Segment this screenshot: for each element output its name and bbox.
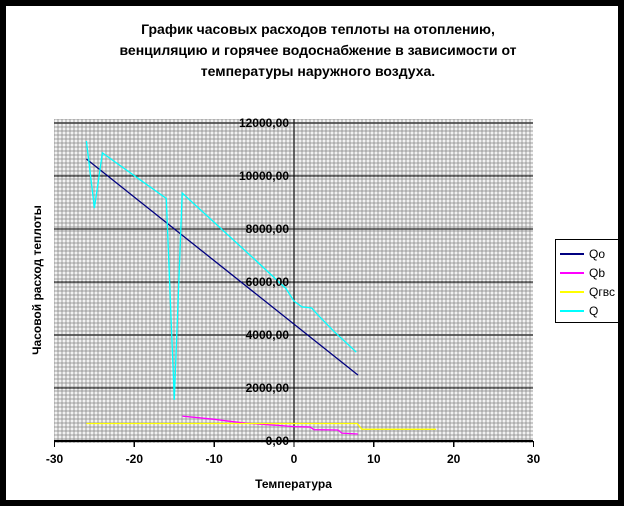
series-line-Q bbox=[85, 140, 357, 400]
y-tick-label: 12000,00 bbox=[239, 116, 289, 130]
x-tick-label: -20 bbox=[126, 452, 144, 466]
x-tick-label: -30 bbox=[46, 452, 64, 466]
x-tick-label: 10 bbox=[367, 452, 381, 466]
x-tick-label: 0 bbox=[291, 452, 298, 466]
legend-item-qo: Qo bbox=[556, 244, 618, 263]
legend: Qo Qb Qгвс Q bbox=[555, 239, 618, 323]
legend-item-q: Q bbox=[556, 301, 618, 320]
chart-title: График часовых расходов теплоты на отопл… bbox=[46, 19, 590, 82]
y-tick-label: 10000,00 bbox=[239, 169, 289, 183]
series-line-Qгвс bbox=[86, 422, 437, 430]
legend-line-sample-qo bbox=[560, 252, 584, 255]
x-axis-title: Температура bbox=[255, 477, 332, 491]
y-tick-label: 6000,00 bbox=[246, 275, 290, 289]
x-tick-label: 20 bbox=[447, 452, 461, 466]
series-line-Qo bbox=[85, 158, 359, 376]
chart-title-line1: График часовых расходов теплоты на отопл… bbox=[141, 21, 495, 37]
legend-item-qb: Qb bbox=[556, 263, 618, 282]
chart-title-line3: температуры наружного воздуха. bbox=[200, 63, 436, 79]
x-tick-label: -10 bbox=[205, 452, 223, 466]
legend-line-sample-q bbox=[560, 309, 584, 312]
legend-line-sample-qb bbox=[560, 271, 584, 274]
legend-label-qgvs: Qгвс bbox=[589, 284, 615, 299]
y-tick-label: 0,00 bbox=[266, 434, 290, 448]
chart-canvas: 0,00 2000,00 4000,00 6000,00 8000,00 10000,00… bbox=[46, 116, 541, 466]
x-tick-label: 30 bbox=[527, 452, 541, 466]
legend-line-sample-qgvs bbox=[560, 290, 584, 293]
y-tick-label: 8000,00 bbox=[246, 222, 290, 236]
legend-label-q: Q bbox=[589, 303, 599, 318]
y-tick-label: 2000,00 bbox=[246, 381, 290, 395]
legend-item-qgvs: Qгвс bbox=[556, 282, 618, 301]
y-tick-label: 4000,00 bbox=[246, 328, 290, 342]
legend-label-qb: Qb bbox=[589, 265, 606, 280]
legend-label-qo: Qo bbox=[589, 246, 606, 261]
chart-title-line2: венциляцию и горячее водоснабжение в зав… bbox=[119, 42, 517, 58]
series-line-Qb bbox=[182, 415, 358, 435]
